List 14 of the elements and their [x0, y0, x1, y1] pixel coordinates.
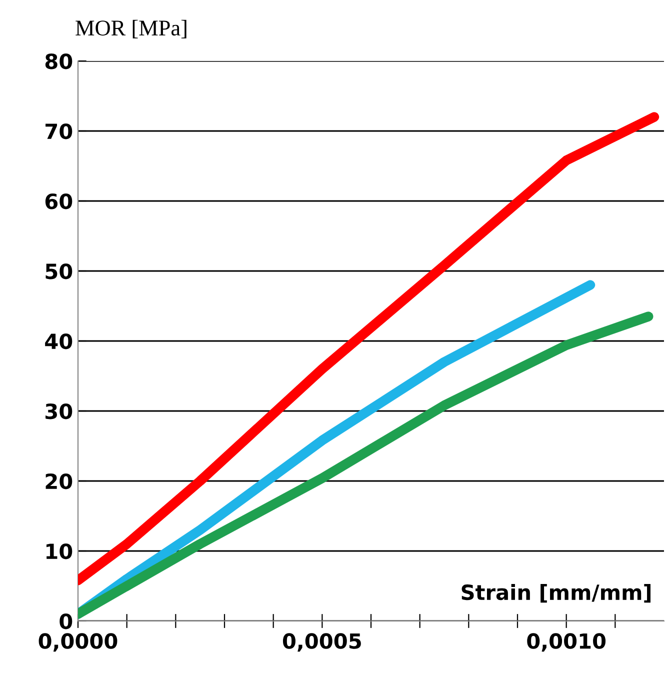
y-tick-label: 80: [45, 53, 72, 70]
y-tick-label: 60: [45, 193, 72, 210]
x-tick-label: 0,0010: [527, 633, 606, 652]
y-tick-label: 40: [45, 333, 72, 350]
y-tick-label: 30: [46, 403, 72, 420]
y-tick-label: 20: [46, 473, 72, 490]
x-tick-label: 0,0005: [282, 633, 361, 652]
y-tick-label: 0: [60, 613, 72, 630]
y-axis-title: MOR [MPa]: [76, 20, 186, 38]
x-axis-title: Strain [mm/mm]: [462, 584, 650, 603]
x-tick-label: 0,0000: [38, 633, 118, 652]
y-tick-label: 50: [46, 263, 72, 280]
y-tick-label: 10: [46, 543, 72, 560]
y-tick-label: 70: [46, 123, 72, 140]
